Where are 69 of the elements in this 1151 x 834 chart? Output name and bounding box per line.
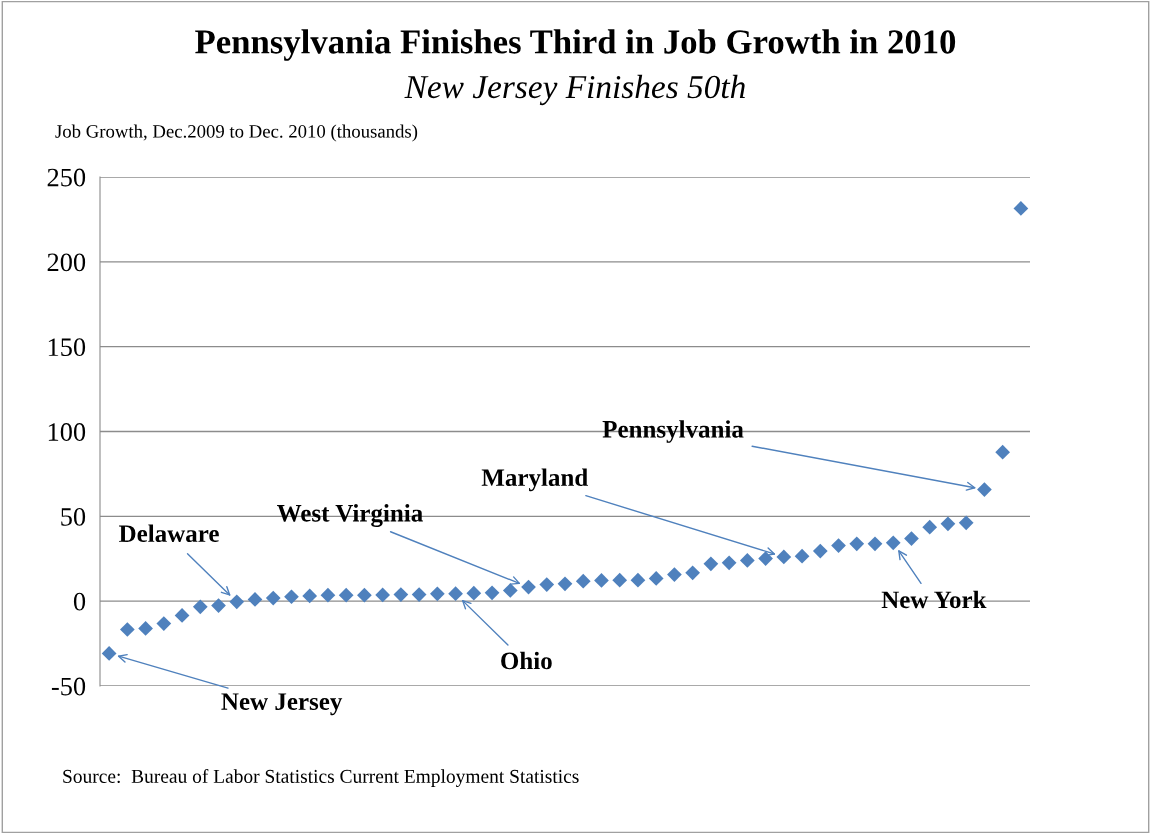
point [229,594,245,610]
y-tick-label: 200 [47,253,86,272]
point [904,531,919,546]
point [320,587,336,603]
y-tick-label: 0 [73,592,86,611]
point [995,444,1011,460]
point [466,585,482,601]
point [667,567,682,582]
point [648,571,664,586]
point [776,549,792,565]
point [138,621,153,636]
point [338,587,354,603]
annotation: Ohio [501,651,552,670]
point [1013,201,1029,216]
y-tick-label: 150 [48,338,86,357]
point [612,572,628,588]
point [411,587,427,602]
point [922,519,938,535]
point [211,598,226,613]
chart-title: Pennsylvania Finishes Third in Job Growth in 2010 [195,29,956,61]
point [484,585,500,601]
annotation: Delaware [119,524,219,543]
point [119,622,135,637]
annotation: Maryland [481,468,588,492]
point [794,548,810,564]
point [685,565,701,581]
point [101,646,117,661]
point [849,536,865,552]
point [521,579,536,595]
text: New Jersey [221,693,343,716]
point [357,587,372,603]
point [502,583,518,598]
point [448,586,463,602]
point [885,535,901,551]
point [940,516,956,532]
point [630,572,646,588]
point [247,592,263,607]
annotation: New York [881,590,987,609]
y-tick-label: 50 [61,507,86,526]
point [557,576,573,592]
point [812,543,828,559]
point [831,538,846,553]
annotation: Pennsylvania [602,420,744,443]
y-tick-label: 100 [48,423,86,441]
chart-subtitle: New Jersey Finishes 50th [404,74,745,106]
point [156,616,172,631]
point [594,573,609,588]
point [375,587,391,603]
point [393,587,409,602]
point [977,482,992,497]
point [174,608,190,623]
point [739,553,755,568]
point [867,536,883,552]
point [284,589,299,605]
point [539,577,555,592]
y-axis-title: Job Growth, Dec.2009 to Dec. 2010 (thousands) [55,124,418,142]
point [265,590,281,606]
y-tick-label: 250 [47,168,86,187]
source-note: Source: Bureau of Labor Statistics Current Employment Statistics [63,769,579,787]
point [758,551,773,566]
point [575,573,591,589]
point [958,515,974,531]
point [721,555,737,571]
annotation: West Virginia [277,504,423,527]
point [429,586,445,602]
point [192,599,208,615]
y-tick-label: -50 [51,677,86,696]
point [302,588,318,604]
point [703,556,719,572]
